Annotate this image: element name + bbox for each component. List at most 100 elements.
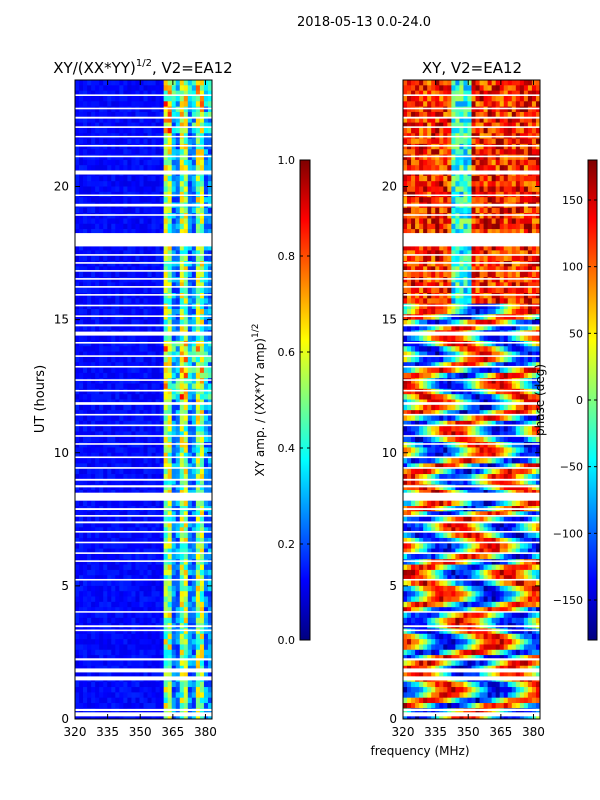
heat-cell [119,452,124,459]
heat-cell [151,293,156,299]
heat-cell [131,463,136,470]
heat-cell [199,127,205,134]
heat-cell [187,149,193,155]
heat-cell [195,346,201,352]
heat-cell [131,351,136,358]
heat-cell [195,660,201,667]
heat-cell [107,80,112,86]
heat-cell [131,426,136,432]
heat-cell [91,372,96,379]
heat-cell [159,479,165,486]
heat-cell [155,537,161,544]
heat-cell [127,553,132,560]
heat-cell [419,117,424,124]
heat-cell [167,649,173,656]
heat-cell [107,580,112,587]
heat-cell [207,101,213,108]
heat-cell [107,111,112,118]
heat-cell [195,537,201,544]
heat-cell [195,207,201,214]
heat-cell [199,101,205,108]
heat-cell [103,553,108,560]
left-title-text: XY/(XX*YY) [53,59,136,77]
heat-cell [179,516,185,523]
heat-cell [171,154,177,161]
heat-cell [535,181,541,187]
heat-cell [203,543,209,550]
heat-cell [183,607,189,613]
heat-cell [175,266,181,273]
heat-cell [207,122,213,129]
heat-cell [131,559,136,565]
heat-cell [143,362,148,368]
heat-cell [467,117,472,124]
heat-cell [143,308,148,315]
heat-cell [175,181,181,187]
heat-cell [435,175,440,182]
heat-cell [495,138,501,145]
heat-cell [111,458,116,464]
heat-cell [419,95,424,102]
heat-cell [203,697,209,704]
x-tick-label: 365 [161,725,184,739]
heat-cell [99,458,104,464]
heat-cell [499,159,505,166]
heat-cell [195,442,201,448]
heat-cell [135,213,140,219]
heat-cell [107,255,112,262]
heat-cell [167,85,173,92]
heat-cell [91,548,96,555]
heat-cell [119,271,124,278]
heat-cell [159,207,165,214]
heat-cell [199,388,205,395]
heat-cell [167,106,173,113]
heat-cell [115,122,120,129]
heat-cell [207,537,213,544]
flag-band [75,170,212,175]
heat-cell [95,101,100,108]
heat-cell [95,708,100,715]
heat-cell [167,543,173,550]
heat-cell [183,111,189,118]
heat-cell [463,159,468,166]
heat-cell [127,261,132,267]
heat-cell [179,388,185,395]
heat-cell [155,255,161,262]
heat-cell [463,143,468,150]
heat-cell [147,106,152,113]
heat-cell [99,548,104,555]
heat-cell [415,186,420,193]
heat-cell [411,143,416,150]
heat-cell [143,261,148,267]
heat-cell [179,383,185,390]
heat-cell [183,293,189,299]
heat-cell [111,138,116,145]
heat-cell [199,372,205,379]
heat-cell [107,436,112,443]
heat-cell [191,692,197,699]
heat-cell [127,575,132,581]
heat-cell [163,543,169,550]
heat-cell [111,521,116,528]
heat-cell [131,324,136,331]
heat-cell [487,186,493,193]
heat-cell [407,159,412,166]
heat-cell [179,335,185,342]
heat-cell [199,356,205,363]
heat-cell [491,85,497,92]
heat-cell [199,250,205,257]
heat-cell [79,372,84,379]
heat-cell [439,154,444,161]
heat-cell [123,271,128,278]
heat-cell [135,617,140,624]
heat-cell [87,266,92,273]
heat-cell [115,85,120,92]
heat-cell [167,601,173,608]
heat-cell [95,500,100,507]
heat-cell [443,117,448,124]
heat-cell [131,468,136,475]
heat-cell [175,484,181,491]
heat-cell [83,101,88,108]
heat-cell [123,575,128,581]
heat-cell [467,111,472,118]
